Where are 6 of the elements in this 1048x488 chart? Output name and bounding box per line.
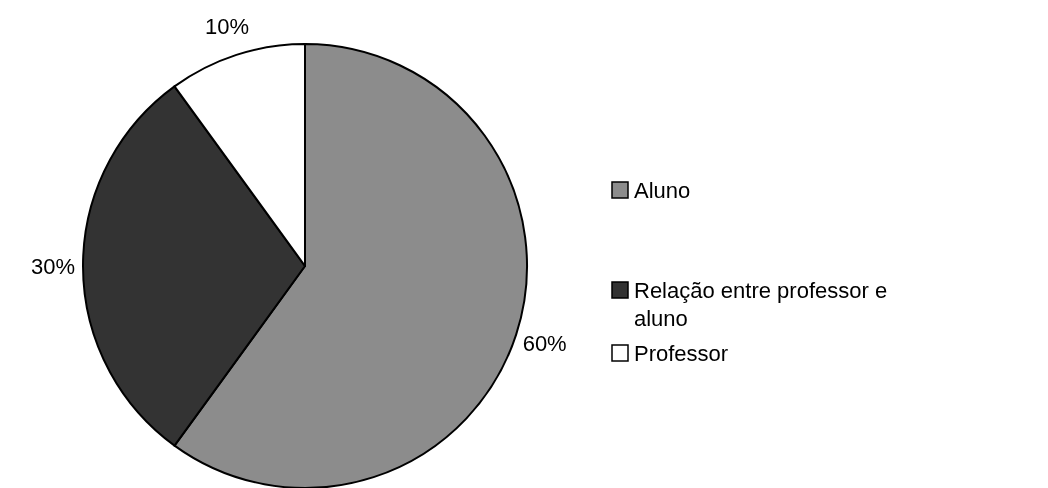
data-label: 60% bbox=[522, 331, 567, 357]
data-label: 30% bbox=[30, 253, 76, 279]
data-label: 10% bbox=[205, 13, 250, 39]
legend-label: Aluno bbox=[634, 177, 691, 203]
legend-label: Relação entre professor e aluno bbox=[634, 277, 888, 331]
legend-label: Professor bbox=[634, 340, 729, 366]
